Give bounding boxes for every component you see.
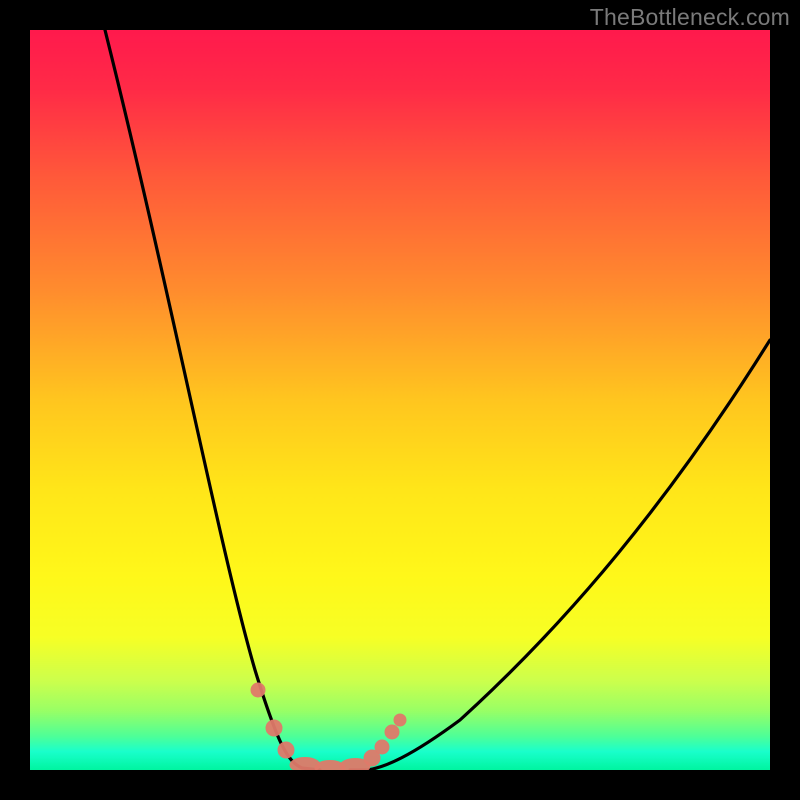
marker-point	[375, 740, 389, 754]
curve-right	[350, 340, 770, 770]
marker-point	[385, 725, 399, 739]
plot-area	[30, 30, 770, 770]
curves-layer	[30, 30, 770, 770]
chart-stage: TheBottleneck.com	[0, 0, 800, 800]
marker-point	[394, 714, 406, 726]
marker-point	[278, 742, 294, 758]
curve-left	[105, 30, 320, 770]
watermark-text: TheBottleneck.com	[590, 4, 790, 31]
marker-point	[266, 720, 282, 736]
markers-group	[251, 683, 406, 770]
marker-point	[251, 683, 265, 697]
